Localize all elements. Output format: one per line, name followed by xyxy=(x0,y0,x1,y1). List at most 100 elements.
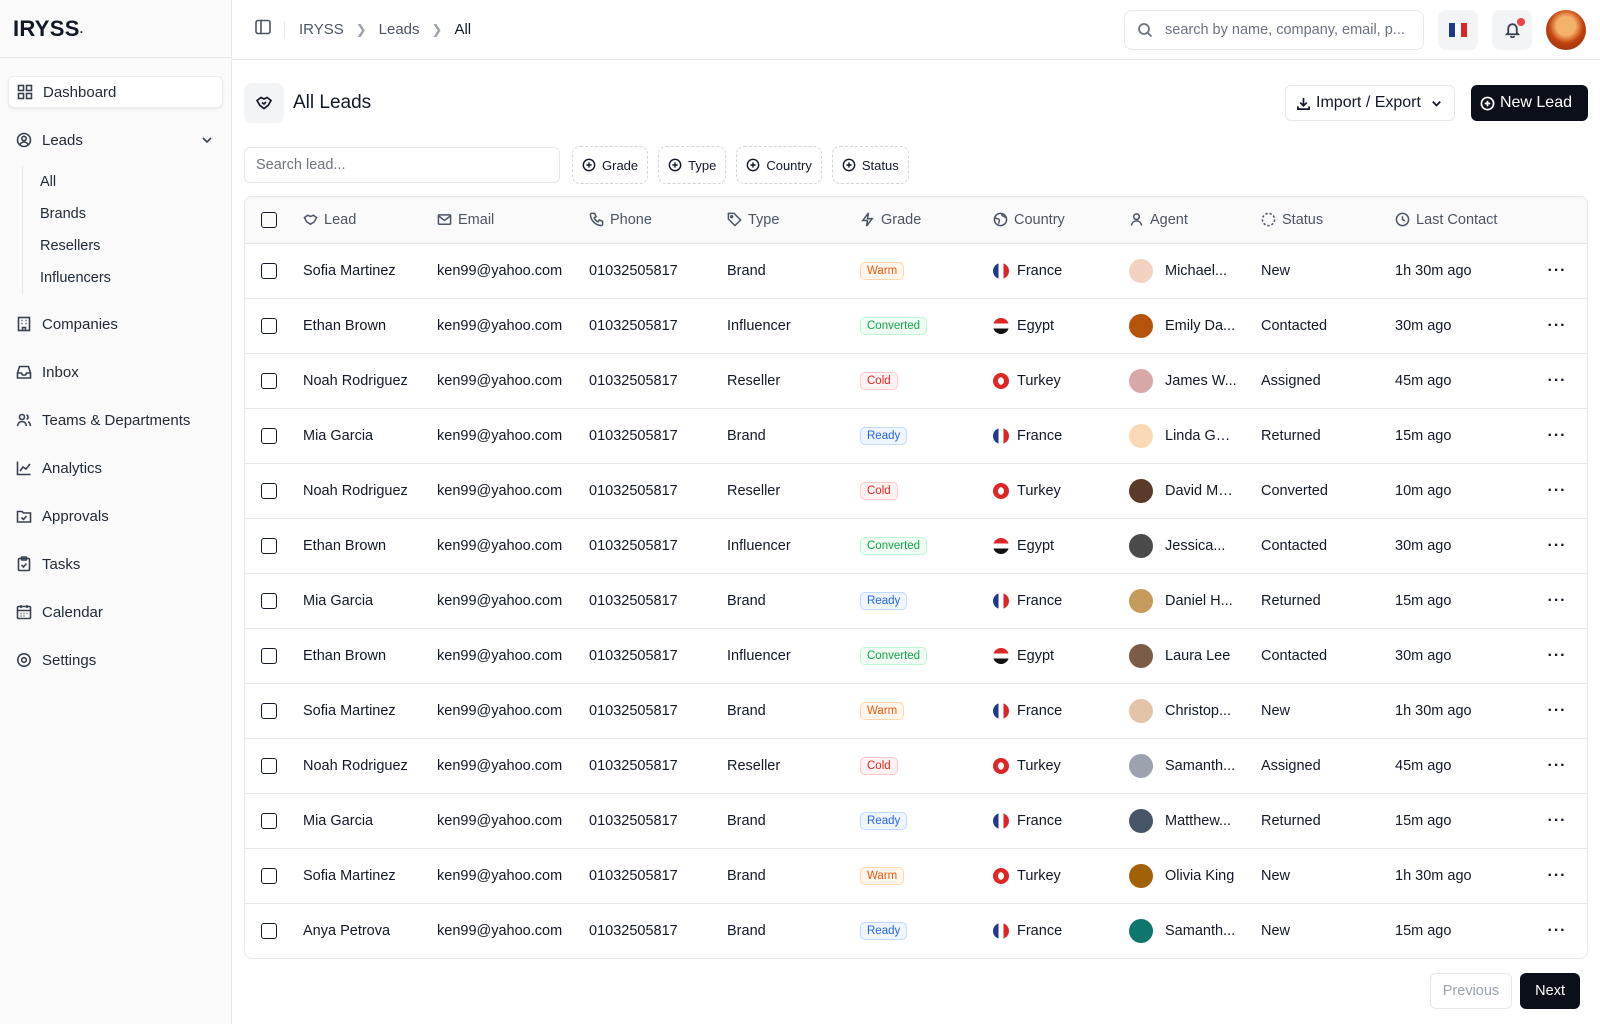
sidebar-item-calendar[interactable]: Calendar xyxy=(8,596,223,628)
column-label: Lead xyxy=(324,211,357,228)
sidebar-item-inbox[interactable]: Inbox xyxy=(8,356,223,388)
lead-search-input[interactable] xyxy=(244,147,560,183)
more-horizontal-icon[interactable]: ··· xyxy=(1547,811,1567,829)
sidebar-subitem-influencers[interactable]: Influencers xyxy=(40,270,111,286)
sidebar-item-leads[interactable]: Leads xyxy=(8,124,223,156)
lead-name[interactable]: Noah Rodriguez xyxy=(303,372,408,389)
lead-name[interactable]: Anya Petrova xyxy=(303,922,391,939)
more-horizontal-icon[interactable]: ··· xyxy=(1547,591,1567,609)
more-horizontal-icon[interactable]: ··· xyxy=(1547,701,1567,719)
more-horizontal-icon[interactable]: ··· xyxy=(1547,756,1567,774)
sidebar-item-settings[interactable]: Settings xyxy=(8,644,223,676)
column-header-phone[interactable]: Phone xyxy=(589,197,727,244)
agent-cell: Christop... xyxy=(1129,683,1261,738)
filter-status[interactable]: Status xyxy=(831,146,909,184)
lead-name[interactable]: Sofia Martinez xyxy=(303,702,396,719)
sidebar-item-tasks[interactable]: Tasks xyxy=(8,548,223,580)
lead-name[interactable]: Ethan Brown xyxy=(303,647,387,664)
column-header-type[interactable]: Type xyxy=(727,197,860,244)
sidebar-subitem-brands[interactable]: Brands xyxy=(40,206,86,222)
global-search-input[interactable] xyxy=(1165,21,1415,38)
more-horizontal-icon[interactable]: ··· xyxy=(1547,481,1567,499)
sidebar-toggle-icon[interactable] xyxy=(254,18,272,41)
filter-grade[interactable]: Grade xyxy=(572,146,649,184)
filter-label: Grade xyxy=(602,157,639,173)
column-header-country[interactable]: Country xyxy=(993,197,1129,244)
lead-name[interactable]: Mia Garcia xyxy=(303,812,374,829)
column-header-last-contact[interactable]: Last Contact xyxy=(1395,197,1525,244)
select-all-checkbox[interactable] xyxy=(261,211,277,228)
more-horizontal-icon[interactable]: ··· xyxy=(1547,536,1567,554)
table-row[interactable]: Noah Rodriguez ken99@yahoo.com 01032505817… xyxy=(245,463,1587,518)
table-row[interactable]: Sofia Martinez ken99@yahoo.com 01032505817… xyxy=(245,848,1587,903)
new-lead-button[interactable]: New Lead xyxy=(1470,85,1588,121)
lead-name[interactable]: Sofia Martinez xyxy=(303,262,396,279)
table-row[interactable]: Ethan Brown ken99@yahoo.com 01032505817 Inf… xyxy=(245,298,1587,353)
sidebar-item-analytics[interactable]: Analytics xyxy=(8,452,223,484)
sidebar-item-dashboard[interactable]: Dashboard xyxy=(8,76,223,108)
lead-name[interactable]: Ethan Brown xyxy=(303,537,387,554)
sidebar-item-teams[interactable]: Teams & Departments xyxy=(8,404,223,436)
lead-name[interactable]: Ethan Brown xyxy=(303,317,387,334)
sidebar-subitem-resellers[interactable]: Resellers xyxy=(40,238,101,254)
sidebar-subitem-all[interactable]: All xyxy=(40,174,57,190)
row-checkbox[interactable] xyxy=(261,757,277,774)
brand-logo[interactable]: IRYSS. xyxy=(0,0,231,58)
user-avatar[interactable] xyxy=(1546,9,1586,50)
column-header-grade[interactable]: Grade xyxy=(860,197,993,244)
lead-status: Contacted xyxy=(1261,647,1328,664)
table-row[interactable]: Sofia Martinez ken99@yahoo.com 01032505817… xyxy=(245,243,1587,298)
row-checkbox[interactable] xyxy=(261,262,277,279)
lead-name[interactable]: Noah Rodriguez xyxy=(303,757,408,774)
filter-country[interactable]: Country xyxy=(736,146,822,184)
table-row[interactable]: Mia Garcia ken99@yahoo.com 01032505817 Bran… xyxy=(245,408,1587,463)
lead-name[interactable]: Noah Rodriguez xyxy=(303,482,408,499)
row-checkbox[interactable] xyxy=(261,922,277,939)
table-row[interactable]: Mia Garcia ken99@yahoo.com 01032505817 Bran… xyxy=(245,793,1587,848)
more-horizontal-icon[interactable]: ··· xyxy=(1547,426,1567,444)
row-checkbox[interactable] xyxy=(261,482,277,499)
row-checkbox[interactable] xyxy=(261,372,277,389)
table-row[interactable]: Mia Garcia ken99@yahoo.com 01032505817 Bran… xyxy=(245,573,1587,628)
row-checkbox[interactable] xyxy=(261,592,277,609)
row-checkbox[interactable] xyxy=(261,702,277,719)
more-horizontal-icon[interactable]: ··· xyxy=(1547,646,1567,664)
sidebar-item-approvals[interactable]: Approvals xyxy=(8,500,223,532)
lead-name[interactable]: Mia Garcia xyxy=(303,427,374,444)
column-header-status[interactable]: Status xyxy=(1261,197,1395,244)
language-switcher[interactable] xyxy=(1438,9,1478,50)
table-row[interactable]: Ethan Brown ken99@yahoo.com 01032505817 Inf… xyxy=(245,628,1587,683)
table-row[interactable]: Sofia Martinez ken99@yahoo.com 01032505817… xyxy=(245,683,1587,738)
row-checkbox[interactable] xyxy=(261,317,277,334)
table-row[interactable]: Anya Petrova ken99@yahoo.com 01032505817 Br… xyxy=(245,903,1587,958)
row-checkbox[interactable] xyxy=(261,647,277,664)
chevron-down-icon[interactable] xyxy=(199,132,215,148)
notifications-button[interactable] xyxy=(1492,9,1532,50)
table-row[interactable]: Ethan Brown ken99@yahoo.com 01032505817 Inf… xyxy=(245,518,1587,573)
more-horizontal-icon[interactable]: ··· xyxy=(1547,866,1567,884)
row-checkbox[interactable] xyxy=(261,537,277,554)
lead-status: Converted xyxy=(1261,482,1328,499)
more-horizontal-icon[interactable]: ··· xyxy=(1547,921,1567,939)
row-checkbox[interactable] xyxy=(261,812,277,829)
more-horizontal-icon[interactable]: ··· xyxy=(1547,316,1567,334)
lead-name[interactable]: Sofia Martinez xyxy=(303,867,396,884)
lead-name[interactable]: Mia Garcia xyxy=(303,592,374,609)
column-header-email[interactable]: Email xyxy=(437,197,589,244)
sidebar-item-companies[interactable]: Companies xyxy=(8,308,223,340)
more-horizontal-icon[interactable]: ··· xyxy=(1547,261,1567,279)
agent-avatar xyxy=(1129,533,1153,558)
column-header-agent[interactable]: Agent xyxy=(1129,197,1261,244)
breadcrumb-item[interactable]: IRYSS xyxy=(299,21,344,38)
table-row[interactable]: Noah Rodriguez ken99@yahoo.com 01032505817… xyxy=(245,738,1587,793)
import-export-button[interactable]: Import / Export xyxy=(1285,85,1455,121)
filter-type[interactable]: Type xyxy=(658,146,727,184)
column-header-lead[interactable]: Lead xyxy=(303,197,437,244)
previous-button[interactable]: Previous xyxy=(1429,973,1513,1009)
row-checkbox[interactable] xyxy=(261,427,277,444)
row-checkbox[interactable] xyxy=(261,867,277,884)
table-row[interactable]: Noah Rodriguez ken99@yahoo.com 01032505817… xyxy=(245,353,1587,408)
more-horizontal-icon[interactable]: ··· xyxy=(1547,371,1567,389)
next-button[interactable]: Next xyxy=(1520,973,1580,1009)
breadcrumb-item[interactable]: Leads xyxy=(378,21,420,38)
